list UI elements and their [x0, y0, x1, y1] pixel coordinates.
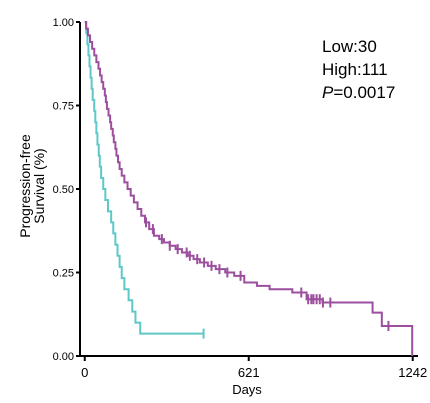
x-tick-label: 1242	[398, 365, 427, 380]
y-axis-title-line2: Survival (%)	[31, 148, 47, 223]
y-axis-title: Progression-free Survival (%)	[17, 134, 47, 238]
y-tick-label: 0.00	[53, 351, 74, 363]
curve-low	[84, 21, 204, 335]
legend-p-number: =0.0017	[333, 83, 395, 102]
legend: Low:30 High:111 P=0.0017	[322, 37, 395, 102]
y-tick-label: 0.25	[53, 268, 74, 280]
y-ticks: 0.00 0.25 0.50 0.75 1.00	[53, 17, 80, 363]
x-tick-label: 0	[81, 365, 88, 380]
legend-p-symbol: P	[322, 83, 334, 102]
survival-curves	[84, 21, 414, 356]
x-tick-label: 621	[238, 365, 260, 380]
x-ticks: 0 621 1242	[81, 356, 427, 380]
curve-high	[84, 21, 414, 356]
legend-high-count: High:111	[322, 60, 388, 79]
y-tick-label: 0.75	[53, 101, 74, 113]
plot-area: 0.00 0.25 0.50 0.75 1.00 0 621 1242	[53, 17, 428, 380]
y-axis-title-line1: Progression-free	[17, 134, 33, 238]
legend-p-value: P=0.0017	[322, 83, 395, 102]
y-tick-label: 0.50	[53, 184, 74, 196]
x-axis-title: Days	[232, 382, 262, 397]
y-tick-label: 1.00	[53, 17, 74, 29]
legend-low-count: Low:30	[322, 37, 377, 56]
